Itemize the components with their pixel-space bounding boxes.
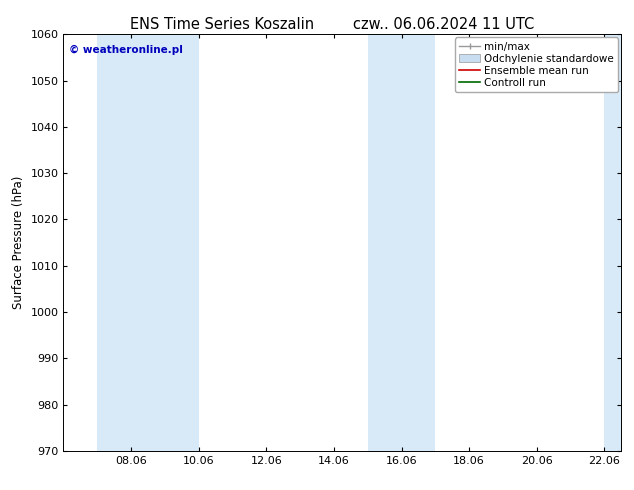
Bar	[368, 34, 436, 451]
Bar	[97, 34, 198, 451]
Legend: min/max, Odchylenie standardowe, Ensemble mean run, Controll run: min/max, Odchylenie standardowe, Ensembl…	[455, 37, 618, 92]
Text: © weatheronline.pl: © weatheronline.pl	[69, 45, 183, 55]
Text: ENS Time Series Koszalin: ENS Time Series Koszalin	[130, 17, 314, 32]
Y-axis label: Surface Pressure (hPa): Surface Pressure (hPa)	[12, 176, 25, 309]
Text: czw.. 06.06.2024 11 UTC: czw.. 06.06.2024 11 UTC	[353, 17, 534, 32]
Bar	[604, 34, 621, 451]
